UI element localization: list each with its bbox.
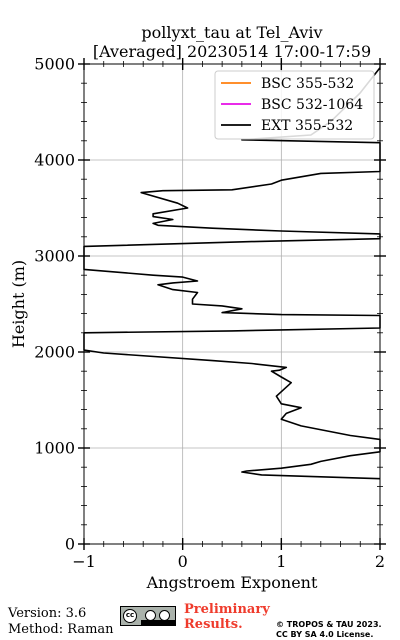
y-tick-label: 0	[65, 535, 75, 554]
y-tick-label: 1000	[34, 439, 75, 458]
x-axis-label: Angstroem Exponent	[146, 573, 318, 592]
copyright-line2: CC BY SA 4.0 License.	[276, 630, 374, 639]
cc-icon: cc	[123, 609, 137, 623]
copyright-line1: © TROPOS & TAU 2023.	[276, 620, 382, 629]
prelim-line2: Results.	[184, 617, 243, 632]
legend-label: EXT 355-532	[261, 118, 353, 134]
method-text: Method: Raman	[8, 622, 114, 637]
series-line-ext-355-532	[83, 67, 381, 480]
y-tick-label: 4000	[34, 151, 75, 170]
series-layer	[83, 67, 381, 480]
chart-title-line2: [Averaged] 20230514 17:00-17:59	[92, 42, 372, 61]
y-tick-label: 5000	[34, 55, 75, 74]
version-text: Version: 3.6	[8, 606, 87, 621]
y-tick-label: 2000	[34, 343, 75, 362]
chart-title-line1: pollyxt_tau at Tel_Aviv	[141, 23, 323, 42]
x-tick-label: 1	[276, 552, 286, 571]
plot-frame	[83, 63, 381, 545]
preliminary-results: Preliminary Results.	[184, 602, 270, 632]
x-tick-label: −1	[72, 552, 96, 571]
y-axis-label: Height (m)	[9, 260, 28, 348]
legend-label: BSC 355-532	[261, 76, 354, 92]
x-tick-label: 0	[178, 552, 188, 571]
cc-license-logo: cc	[120, 606, 176, 626]
x-tick-label: 2	[375, 552, 385, 571]
legend-label: BSC 532-1064	[261, 97, 363, 113]
legend: BSC 355-532 BSC 532-1064 EXT 355-532	[214, 70, 375, 140]
y-tick-label: 3000	[34, 247, 75, 266]
copyright-notice: © TROPOS & TAU 2023. CC BY SA 4.0 Licens…	[276, 620, 382, 640]
cc-bar	[141, 620, 175, 625]
prelim-line1: Preliminary	[184, 602, 270, 617]
legend-box	[214, 70, 375, 140]
